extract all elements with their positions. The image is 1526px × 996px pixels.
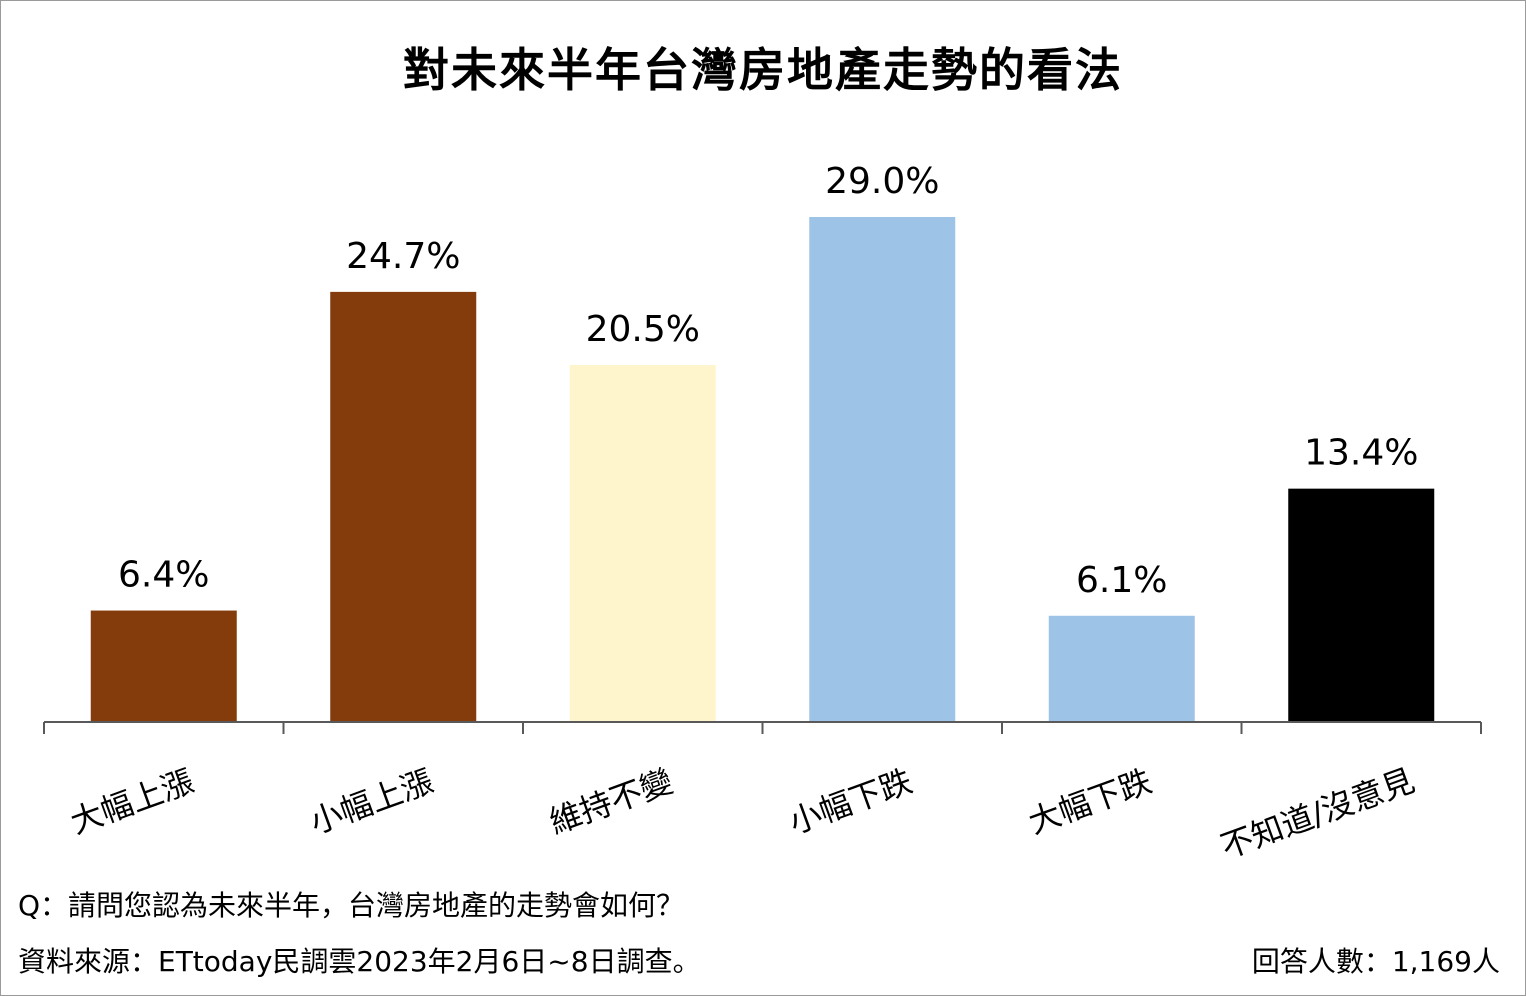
data-label-4: 29.0% (825, 161, 939, 202)
data-label-3: 20.5% (586, 309, 700, 350)
bar-4 (809, 217, 956, 722)
bar-6 (1288, 488, 1435, 722)
bar-2 (330, 291, 477, 722)
bar-5 (1048, 615, 1195, 722)
data-label-2: 24.7% (346, 236, 460, 277)
data-source: 資料來源：ETtoday民調雲2023年2月6日~8日調查。 (18, 945, 701, 978)
category-label-4: 小幅下跌 (784, 762, 917, 841)
survey-question: Q：請問您認為未來半年，台灣房地產的走勢會如何？ (18, 889, 685, 922)
chart-title: 對未來半年台灣房地產走勢的看法 (403, 43, 1123, 97)
bar-3 (569, 365, 716, 722)
data-label-1: 6.4% (118, 555, 209, 596)
sample-size: 回答人數：1,169人 (1251, 945, 1500, 978)
category-label-1: 大幅上漲 (65, 762, 198, 841)
bar-1 (90, 610, 237, 722)
data-label-6: 13.4% (1304, 433, 1418, 474)
category-label-2: 小幅上漲 (305, 762, 438, 841)
category-label-3: 維持不變 (544, 762, 677, 841)
category-label-6: 不知道/沒意見 (1216, 761, 1420, 866)
category-label-5: 大幅下跌 (1023, 762, 1156, 841)
data-label-5: 6.1% (1076, 560, 1167, 601)
